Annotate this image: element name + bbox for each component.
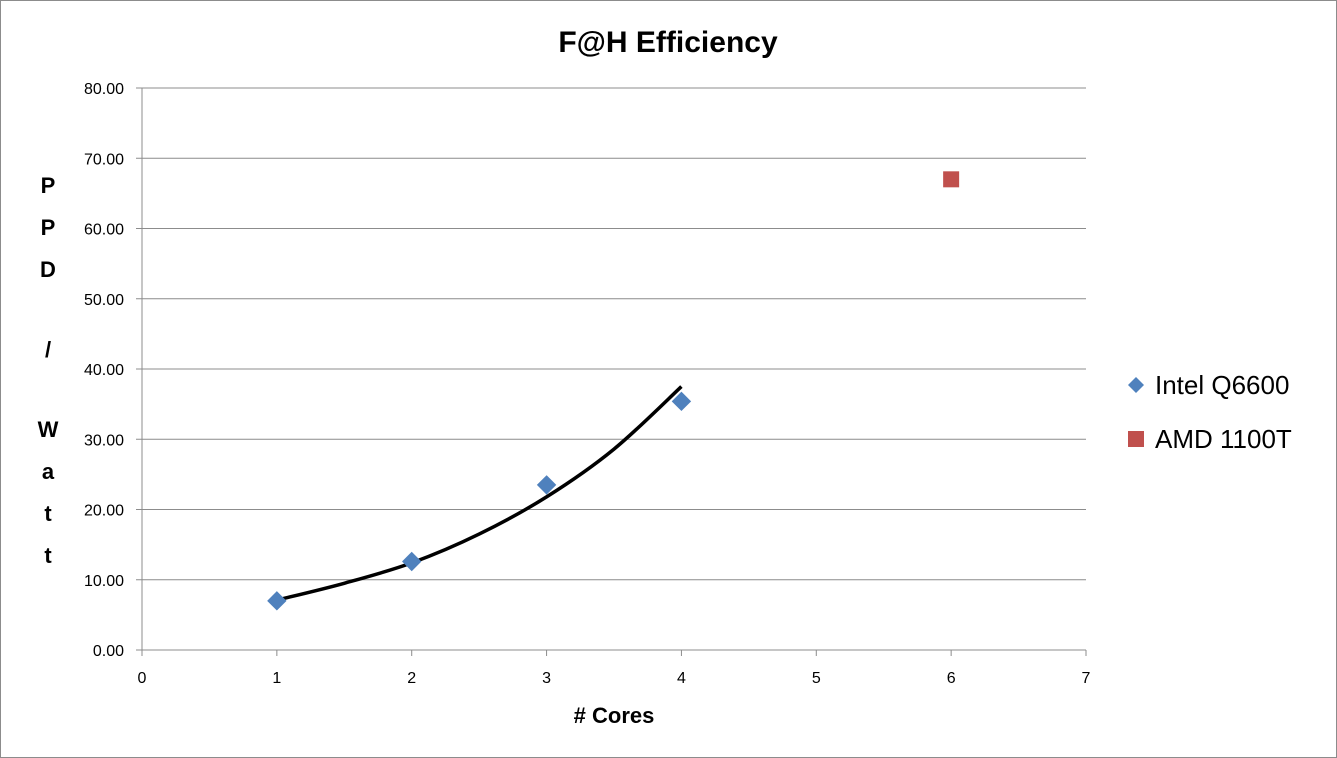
trendline: [276, 385, 683, 602]
legend-marker-square: [1128, 431, 1144, 447]
y-axis-label-char: t: [44, 543, 52, 568]
y-axis-label-char: W: [38, 417, 59, 442]
y-axis-label-char: D: [40, 257, 56, 282]
y-axis-label-char: P: [41, 215, 56, 240]
legend-label: AMD 1100T: [1155, 424, 1292, 454]
y-tick-label: 20.00: [84, 503, 124, 520]
y-tick-label: 60.00: [84, 222, 124, 239]
data-point-diamond: [267, 591, 287, 611]
y-axis-label-char: t: [44, 501, 52, 526]
y-tick-label: 10.00: [84, 573, 124, 590]
legend-marker-diamond: [1128, 377, 1144, 393]
x-tick-label: 7: [1082, 670, 1091, 687]
y-tick-label: 70.00: [84, 151, 124, 168]
y-tick-label: 80.00: [84, 81, 124, 98]
y-tick-label: 0.00: [93, 643, 124, 660]
legend-label: Intel Q6600: [1155, 370, 1289, 400]
data-point-square: [943, 171, 960, 188]
data-point-diamond: [402, 551, 422, 572]
y-tick-label: 50.00: [84, 292, 124, 309]
data-point-diamond: [536, 475, 557, 495]
y-axis-label-char: /: [45, 337, 51, 362]
y-axis-label-char: a: [42, 459, 55, 484]
trendline-path: [276, 385, 683, 602]
x-tick-label: 5: [812, 670, 821, 687]
legend: Intel Q6600 AMD 1100T: [1128, 370, 1292, 454]
x-tick-label: 4: [677, 670, 686, 687]
data-points: [267, 171, 960, 611]
y-tick-label: 30.00: [84, 432, 124, 449]
data-point-diamond: [671, 391, 692, 412]
x-tick-label: 6: [947, 670, 956, 687]
gridlines: [136, 87, 1086, 651]
y-tick-label: 40.00: [84, 362, 124, 379]
x-tick-label: 1: [272, 670, 281, 687]
x-tick-label: 2: [407, 670, 416, 687]
y-axis-label-char: P: [41, 173, 56, 198]
x-axis-label: # Cores: [574, 703, 655, 728]
x-tick-label: 0: [138, 670, 147, 687]
axes: [141, 88, 1087, 656]
y-axis-tick-labels: 0.00 10.00 20.00 30.00 40.00 50.00 60.00 70.00 8…: [84, 81, 124, 660]
chart-title: F@H Efficiency: [558, 26, 778, 59]
x-tick-label: 3: [542, 670, 551, 687]
x-axis-tick-labels: 0 1 2 3 4 5 6 7: [138, 670, 1091, 687]
